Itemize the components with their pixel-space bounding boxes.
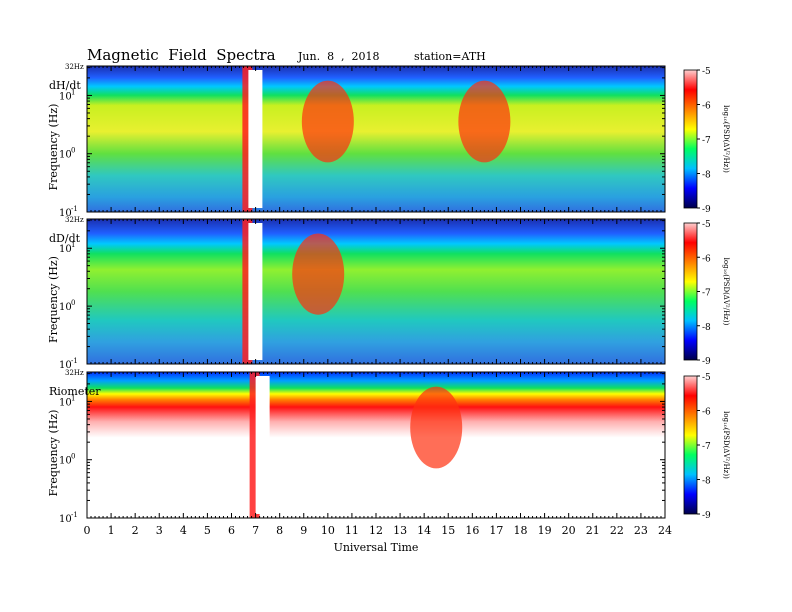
x-tick-label: 14 [417, 524, 431, 537]
y-tick-label: 10 [59, 244, 72, 255]
panel-label: Riometer [49, 385, 101, 398]
top-frequency-label: 32Hz [65, 216, 84, 224]
y-tick-exponent: 0 [71, 299, 75, 307]
x-tick-label: 9 [300, 524, 307, 537]
y-tick-label: 10 [59, 150, 72, 161]
y-tick-label: 10 [59, 514, 72, 525]
colorbar-tick-label: -9 [702, 357, 711, 367]
x-tick-label: 2 [132, 524, 139, 537]
panel-label: dH/dt [49, 79, 81, 92]
y-tick-exponent: 1 [71, 394, 75, 402]
colorbar-tick-label: -5 [702, 373, 711, 383]
y-tick-label: 10 [59, 91, 72, 102]
x-tick-label: 0 [84, 524, 91, 537]
spectrogram-feature [458, 80, 511, 163]
x-tick-label: 6 [228, 524, 235, 537]
top-frequency-label: 32Hz [65, 63, 84, 71]
colorbar-tick-label: -7 [702, 289, 711, 299]
colorbar-tick-label: -7 [702, 442, 711, 452]
x-tick-label: 22 [610, 524, 624, 537]
x-tick-label: 24 [658, 524, 672, 537]
colorbar [683, 222, 698, 361]
spectrogram-feature [292, 233, 345, 315]
colorbar-tick-label: -8 [702, 171, 711, 181]
x-tick-label: 4 [180, 524, 187, 537]
colorbar-tick-label: -8 [702, 323, 711, 333]
spectrogram-feature [248, 223, 263, 360]
colorbar-label: log₁₀(PSD(ΔV²/Hz)) [722, 258, 730, 326]
x-tick-label: 16 [465, 524, 479, 537]
x-tick-label: 11 [345, 524, 359, 537]
figure-title: Magnetic Field Spectra [87, 46, 276, 64]
colorbar-tick-label: -5 [702, 220, 711, 230]
x-tick-label: 12 [369, 524, 383, 537]
spectrogram-feature [242, 66, 253, 212]
spectrogram-feature [242, 219, 253, 364]
x-axis-label: Universal Time [334, 541, 419, 554]
spectrogram-feature [410, 386, 463, 469]
x-tick-label: 17 [489, 524, 503, 537]
colorbar-tick-label: -9 [702, 205, 711, 215]
x-tick-label: 15 [441, 524, 455, 537]
colorbar-tick-label: -7 [702, 136, 711, 146]
y-tick-label: 10 [59, 397, 72, 408]
x-tick-label: 19 [538, 524, 552, 537]
spectrogram-image [87, 372, 665, 518]
panel-label: dD/dt [49, 232, 81, 245]
spectrogram-feature [301, 80, 354, 163]
y-tick-exponent: 1 [71, 88, 75, 96]
y-axis-label: Frequency (Hz) [47, 410, 60, 497]
colorbar [683, 375, 698, 515]
y-tick-label: 10 [59, 302, 72, 313]
colorbar-tick-label: -5 [702, 67, 711, 77]
spectrogram-feature [249, 372, 260, 518]
colorbar-tick-label: -9 [702, 511, 711, 521]
colorbar-tick-label: -8 [702, 477, 711, 487]
y-axis-label: Frequency (Hz) [47, 104, 60, 191]
colorbar-tick-label: -6 [702, 408, 711, 418]
x-tick-label: 1 [108, 524, 115, 537]
x-tick-label: 13 [393, 524, 407, 537]
y-tick-exponent: -1 [71, 357, 78, 365]
y-tick-exponent: 0 [71, 453, 75, 461]
colorbar-label: log₁₀(PSD(ΔV²/Hz)) [722, 411, 730, 479]
x-tick-label: 21 [586, 524, 600, 537]
y-tick-exponent: 0 [71, 147, 75, 155]
spectrogram-image [87, 66, 665, 212]
y-tick-exponent: -1 [71, 205, 78, 213]
figure-station: station=ATH [414, 50, 486, 63]
x-tick-label: 5 [204, 524, 211, 537]
figure-date: Jun. 8 , 2018 [298, 50, 380, 63]
colorbar-tick-label: -6 [702, 102, 711, 112]
y-tick-label: 10 [59, 208, 72, 219]
y-tick-label: 10 [59, 360, 72, 371]
spectrogram-feature [248, 70, 263, 208]
y-tick-exponent: -1 [71, 511, 78, 519]
spectrogram-feature [255, 376, 270, 514]
y-tick-label: 10 [59, 456, 72, 467]
colorbar-tick-label: -6 [702, 254, 711, 264]
x-tick-label: 20 [562, 524, 576, 537]
x-tick-label: 23 [634, 524, 648, 537]
spectrogram-image [87, 219, 665, 364]
y-tick-exponent: 1 [71, 241, 75, 249]
top-frequency-label: 32Hz [65, 369, 84, 377]
colorbar-label: log₁₀(PSD(ΔV²/Hz)) [722, 105, 730, 173]
x-tick-label: 10 [321, 524, 335, 537]
x-tick-label: 8 [276, 524, 283, 537]
x-tick-label: 3 [156, 524, 163, 537]
colorbar [683, 69, 698, 209]
x-tick-label: 18 [514, 524, 528, 537]
y-axis-label: Frequency (Hz) [47, 256, 60, 343]
x-tick-label: 7 [252, 524, 259, 537]
